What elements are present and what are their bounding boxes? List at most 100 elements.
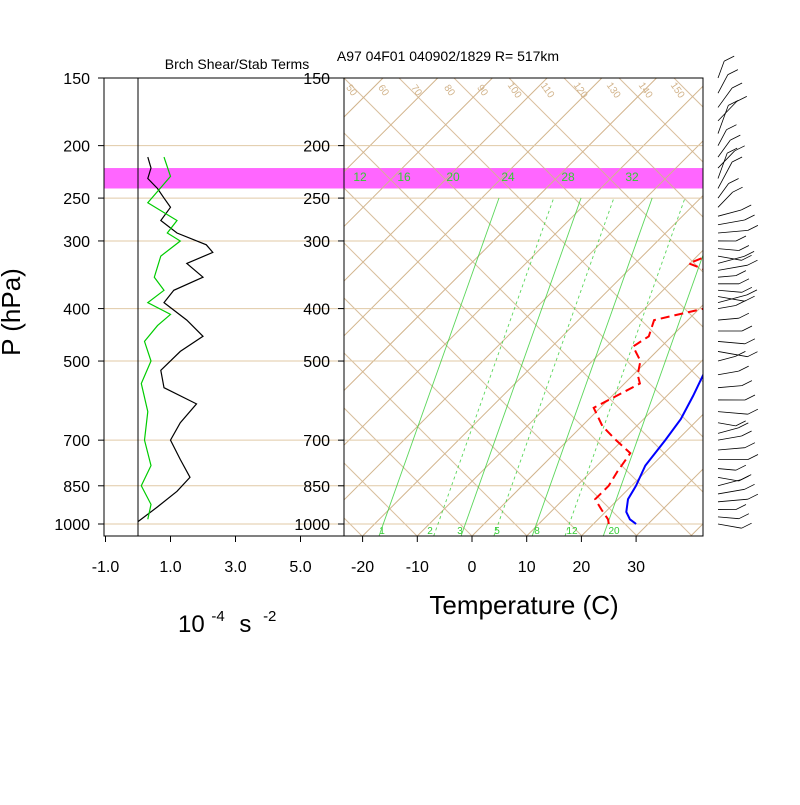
left-x-label-unit: s [239, 611, 251, 638]
left-x-label-exponent: -4 [211, 608, 224, 625]
wind-barb-column [718, 56, 758, 528]
dry-adiabat-line [0, 78, 294, 578]
wind-barb [718, 220, 745, 225]
temperature-line [626, 151, 800, 524]
wind-barb [718, 436, 742, 440]
dewpoint-line [594, 179, 791, 525]
dry-adiabat-line [729, 78, 800, 578]
isotherm-label: 50 [343, 83, 359, 99]
right-x-tick-label: 20 [573, 559, 591, 576]
right-y-tick-label: 1000 [294, 517, 330, 534]
isotherm-label: 80 [441, 83, 457, 99]
isotherm-label: 120 [571, 81, 590, 101]
wind-barb-flag [742, 326, 752, 331]
isotherm-line [691, 78, 800, 536]
wind-barb-flag [742, 431, 752, 436]
left-x-label-unit-exponent: -2 [263, 608, 276, 625]
mixing-ratio-label-bottom: 5 [494, 526, 500, 537]
isotherm-line [0, 78, 274, 536]
wind-barb-flag [739, 246, 749, 251]
wind-barb [718, 412, 748, 415]
isotherm-line [636, 78, 800, 536]
dry-adiabat-line [564, 78, 800, 578]
right-y-tick-label: 200 [303, 139, 330, 156]
wind-barb [718, 130, 727, 146]
mixing-ratio-label-top: 24 [501, 170, 515, 184]
wind-barb-flag [745, 484, 755, 489]
isotherm-line [0, 78, 328, 536]
wind-barb-flag [736, 271, 746, 276]
wind-barb-flag [736, 236, 746, 241]
left-x-axis-label: 10 -4 s -2 [178, 600, 276, 638]
wind-barb-flag [747, 290, 757, 295]
wind-barb-flag [724, 56, 734, 61]
wind-barb [718, 265, 748, 270]
wind-barb-flag [745, 296, 755, 301]
isotherm-line [581, 78, 800, 536]
wind-barb [718, 306, 736, 309]
dry-adiabat-line [179, 78, 679, 578]
wind-barb [718, 469, 736, 471]
mixing-ratio-label-bottom: 1 [379, 526, 385, 537]
left-y-axis-label: P (hPa) [0, 268, 26, 356]
left-y-tick-label: 1000 [54, 517, 90, 534]
wind-barb [718, 371, 739, 375]
right-y-tick-label: 400 [303, 302, 330, 319]
wind-barb-flag [748, 494, 758, 499]
mixing-ratio-label-top: 28 [561, 170, 575, 184]
shear-term-line [138, 157, 213, 521]
isotherm-label: 60 [375, 83, 391, 99]
right-y-tick-label: 500 [303, 354, 330, 371]
right-y-tick-label: 300 [303, 234, 330, 251]
left-y-tick-label: 850 [63, 479, 90, 496]
wind-barb-flag [741, 205, 751, 210]
isotherm-line [34, 78, 492, 536]
left-panel-title: Brch Shear/Stab Terms [165, 56, 309, 72]
wind-barb-flag [728, 70, 738, 75]
left-y-tick-label: 300 [63, 234, 90, 251]
isotherm-line [199, 78, 657, 536]
dry-adiabat-line [619, 78, 800, 578]
mixing-ratio-label-top: 20 [446, 170, 460, 184]
dry-adiabat-line [784, 78, 800, 578]
right-x-tick-label: -10 [406, 559, 429, 576]
isotherm-line [746, 78, 800, 536]
right-x-axis-label: Temperature (C) [429, 590, 618, 620]
wind-barb-flag [742, 381, 752, 386]
isotherm-label: 70 [408, 83, 424, 99]
wind-barb-flag [732, 83, 742, 88]
skewt-background-lines [0, 78, 800, 578]
dry-adiabat-line [674, 78, 800, 578]
wind-barb-flag [742, 255, 752, 260]
right-y-tick-label: 850 [303, 479, 330, 496]
wind-barb-flag [730, 135, 740, 140]
wind-barb-flag [727, 125, 737, 130]
dry-adiabat-line [399, 78, 800, 578]
wind-barb-flag [736, 301, 746, 306]
wind-barb [718, 61, 724, 78]
wind-barb [718, 524, 742, 528]
wind-barb-flag [748, 409, 758, 414]
mixing-ratio-label-top: 32 [625, 170, 639, 184]
left-y-tick-label: 700 [63, 433, 90, 450]
dry-adiabat-line [289, 78, 789, 578]
wind-barb-flag [742, 287, 752, 292]
isotherm-label: 150 [668, 81, 687, 101]
wind-barb [718, 480, 741, 486]
wind-barb [718, 477, 739, 481]
wind-barb-flag [736, 465, 746, 470]
dry-adiabat-line [344, 78, 800, 578]
isotherm-label: 100 [505, 81, 524, 101]
right-y-tick-label: 700 [303, 433, 330, 450]
wind-barb-flag [748, 352, 758, 357]
wind-barb [718, 499, 748, 502]
isotherm-line [472, 78, 800, 536]
wind-barb [718, 428, 738, 433]
wind-barb-flag [748, 260, 758, 265]
